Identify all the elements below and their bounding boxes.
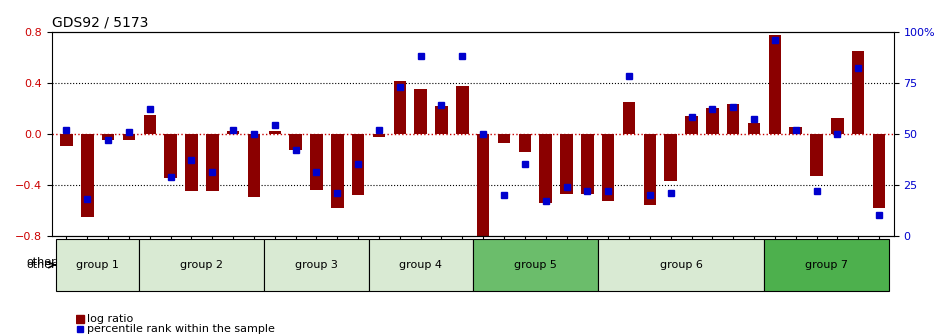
Bar [269,131,281,134]
Bar [311,134,323,190]
Bar [852,51,864,134]
Bar [164,134,177,178]
FancyBboxPatch shape [369,239,473,291]
FancyBboxPatch shape [56,239,140,291]
Bar [623,102,636,134]
Text: GDS92 / 5173: GDS92 / 5173 [52,15,148,29]
Bar [581,134,594,194]
Bar [685,116,698,134]
Bar [643,134,656,205]
Bar [290,134,302,150]
Bar [831,118,844,134]
Bar [393,81,406,134]
Bar [477,134,489,242]
Bar [789,127,802,134]
Bar [810,134,823,176]
FancyBboxPatch shape [473,239,598,291]
Bar [664,134,677,181]
FancyBboxPatch shape [140,239,264,291]
Bar [540,134,552,203]
Bar [60,134,73,146]
Bar [248,134,260,198]
Bar [748,123,760,134]
FancyBboxPatch shape [598,239,765,291]
Text: percentile rank within the sample: percentile rank within the sample [87,324,276,334]
Bar [102,134,114,140]
Bar [143,115,156,134]
Bar [727,104,739,134]
Bar [706,108,718,134]
Text: group 5: group 5 [514,260,557,270]
Bar [206,134,219,191]
Text: group 6: group 6 [659,260,703,270]
Text: group 1: group 1 [76,260,119,270]
Text: other: other [27,260,56,270]
Text: group 4: group 4 [399,260,442,270]
Text: group 3: group 3 [295,260,338,270]
Text: group 7: group 7 [806,260,848,270]
Text: group 2: group 2 [180,260,223,270]
Bar [560,134,573,194]
Bar [123,134,135,140]
Bar [769,35,781,134]
Bar [227,131,239,134]
Bar [81,134,93,217]
Bar [185,134,198,191]
Bar [414,89,427,134]
Text: other: other [27,257,56,267]
Bar [435,106,447,134]
Bar [352,134,365,195]
FancyBboxPatch shape [264,239,369,291]
Bar [498,134,510,142]
FancyBboxPatch shape [765,239,889,291]
Text: log ratio: log ratio [87,313,134,324]
Bar [456,86,468,134]
Bar [519,134,531,152]
Bar [602,134,615,201]
Bar [873,134,885,208]
Bar [372,134,386,137]
Bar [331,134,344,208]
